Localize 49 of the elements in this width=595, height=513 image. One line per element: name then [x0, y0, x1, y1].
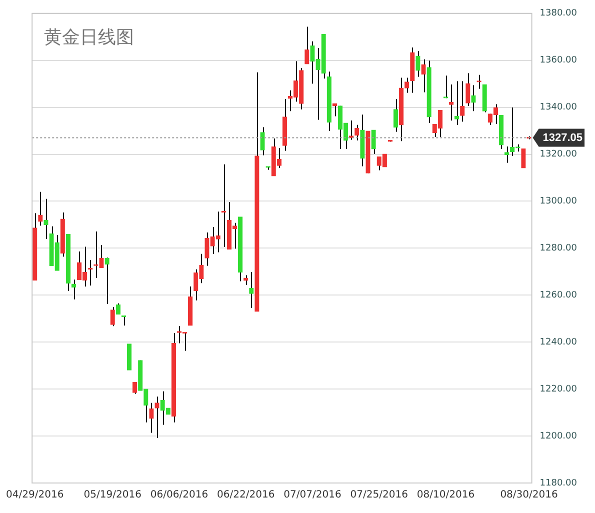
candlestick [116, 302, 120, 315]
y-tick-label: 1360.00 [540, 56, 578, 66]
candlestick [471, 84, 476, 112]
candlestick [460, 80, 465, 122]
candlestick [454, 80, 460, 126]
candlestick [476, 74, 482, 90]
x-tick-label: 06/06/2016 [150, 490, 208, 501]
candlestick [332, 103, 338, 117]
y-tick-label: 1200.00 [540, 431, 578, 442]
x-tick-label: 08/30/2016 [500, 490, 558, 501]
candlestick [132, 382, 138, 394]
candlestick [249, 272, 254, 308]
candlestick [149, 402, 154, 434]
candlestick [443, 75, 448, 99]
x-tick-label: 05/19/2016 [84, 490, 142, 501]
candlestick [260, 126, 265, 156]
text: 黄金日线图 [44, 27, 134, 48]
x-tick-label: 07/07/2016 [284, 490, 342, 501]
y-tick-label: 1300.00 [540, 196, 578, 207]
candlestick [371, 130, 376, 155]
x-tick-label: 06/22/2016 [217, 490, 275, 501]
candlestick [104, 257, 110, 304]
y-tick-label: 1320.00 [540, 150, 578, 160]
y-tick-label: 1220.00 [540, 384, 578, 394]
ref-line-label: 1327.05 [542, 132, 583, 144]
candlestick [504, 146, 510, 164]
x-tick-label: 07/25/2016 [350, 490, 408, 501]
candlestick [38, 191, 43, 226]
candlestick [466, 72, 470, 106]
candlestick [416, 50, 420, 78]
candlestick [393, 98, 398, 132]
y-tick-label: 1380.00 [540, 8, 578, 19]
candlestick [354, 124, 360, 141]
y-tick-label: 1340.00 [540, 102, 578, 113]
x-tick-label: 08/10/2016 [416, 490, 475, 501]
candlestick [304, 26, 310, 64]
candlestick [421, 58, 426, 93]
candlestick [448, 84, 454, 121]
candlestick [110, 306, 115, 327]
candlestick [154, 396, 160, 438]
candlestick [244, 274, 248, 286]
y-tick-label: 1180.00 [540, 478, 578, 488]
candlestick [44, 198, 48, 240]
y-tick-label: 1240.00 [540, 337, 578, 348]
y-tick-label: 1280.00 [540, 244, 578, 254]
y-tick-label: 1260.00 [540, 290, 578, 301]
candlestick [521, 148, 526, 168]
candlestick [404, 77, 410, 94]
x-tick-label: 04/29/2016 [6, 490, 64, 501]
